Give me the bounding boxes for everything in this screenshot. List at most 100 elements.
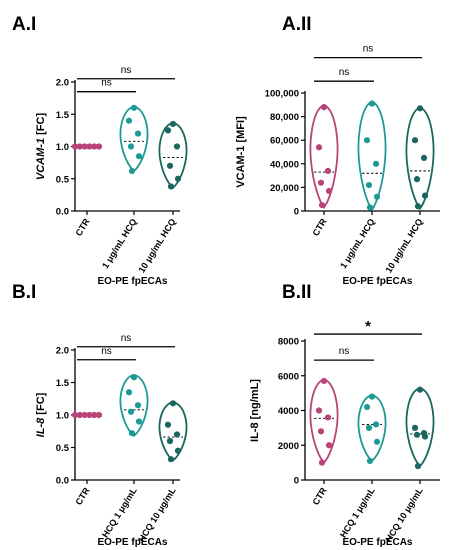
- data-point: [373, 438, 381, 445]
- series-2: [119, 373, 149, 437]
- data-point: [125, 389, 133, 396]
- x-tick-label: 1 μg/mL HCQ: [100, 217, 139, 271]
- data-point: [134, 130, 142, 137]
- y-tick-label: 1.0: [56, 411, 69, 422]
- x-axis-label: EO-PE fpECAs: [97, 537, 167, 548]
- y-tick-label: 60,000: [270, 136, 299, 147]
- significance-label: ns: [363, 44, 374, 55]
- violin-outline: [357, 100, 387, 212]
- y-tick-label: 80,000: [270, 112, 299, 123]
- data-point: [130, 104, 138, 111]
- data-point: [421, 192, 429, 199]
- data-point: [166, 437, 174, 445]
- x-tick-label: 10 μg/mL HCQ: [136, 217, 177, 275]
- data-point: [416, 386, 424, 393]
- data-point: [368, 100, 376, 107]
- data-point: [95, 143, 103, 150]
- y-tick-label: 20,000: [270, 183, 299, 194]
- x-tick-label: HCQ 1 μg/mL: [100, 485, 139, 539]
- data-point: [315, 407, 323, 414]
- y-tick-label: 40,000: [270, 159, 299, 170]
- y-axis-label: IL-8 [FC]: [35, 392, 47, 437]
- data-point: [81, 411, 88, 419]
- data-point: [365, 424, 373, 431]
- data-point: [128, 167, 136, 175]
- panel-2: A.II 0 20,000 40,000 60,000 80,000 100,000 VCAM…: [235, 14, 440, 287]
- data-point: [135, 418, 143, 425]
- data-point: [411, 424, 419, 431]
- data-point: [317, 179, 325, 186]
- y-tick-label: 1.0: [56, 142, 69, 153]
- y-tick-label: 0.5: [56, 174, 70, 185]
- panel-label: A.II: [282, 14, 312, 35]
- series-3: [158, 400, 188, 463]
- data-point: [166, 162, 174, 169]
- data-point: [318, 459, 326, 466]
- x-axis-label: EO-PE fpECAs: [342, 537, 412, 548]
- data-point: [363, 403, 371, 411]
- data-point: [325, 187, 333, 195]
- panel-1: A.I 0.0 0.5 1.0 1.5 2.0 VCAM-1 [FC] CTR 1 μg/mL …: [12, 14, 188, 287]
- y-axis-label: VCAM-1 [FC]: [35, 113, 47, 181]
- panel-4: B.II 0 2000 4000 6000 8000 IL-8 [ng/mL] CTR HCQ …: [249, 282, 440, 548]
- data-point: [169, 400, 177, 407]
- x-tick-label: HCQ 10 μg/mL: [383, 485, 425, 543]
- y-axis-label: VCAM-1 [MFI]: [235, 116, 247, 188]
- violin-outline: [119, 373, 149, 437]
- data-point: [130, 374, 138, 381]
- series-3: [405, 386, 435, 470]
- violin-outline: [405, 386, 435, 468]
- series-3: [405, 105, 435, 211]
- data-point: [320, 377, 328, 385]
- y-axis-label: IL-8 [ng/mL]: [249, 379, 261, 442]
- y-tick-label: 0: [294, 476, 299, 487]
- data-point: [315, 144, 323, 151]
- x-tick-label: 10 μg/mL HCQ: [383, 217, 424, 275]
- violin-outline: [158, 401, 188, 462]
- y-tick-label: 2000: [278, 441, 299, 452]
- data-point: [366, 457, 374, 464]
- significance-label: ns: [101, 346, 112, 357]
- series-1: [309, 103, 339, 209]
- panel-label: B.I: [12, 282, 36, 303]
- data-point: [317, 428, 325, 435]
- significance-label: *: [365, 318, 371, 335]
- series-3: [158, 120, 188, 190]
- y-tick-label: 100,000: [265, 89, 299, 100]
- x-tick-label: CTR: [310, 485, 329, 506]
- data-point: [76, 411, 83, 419]
- data-point: [76, 143, 83, 150]
- data-point: [414, 463, 422, 470]
- data-point: [420, 154, 428, 161]
- data-point: [413, 176, 421, 183]
- violin-outline: [309, 378, 339, 464]
- y-tick-label: 2.0: [56, 346, 69, 357]
- data-point: [86, 143, 93, 150]
- data-point: [134, 402, 142, 409]
- data-point: [167, 456, 175, 463]
- data-point: [365, 181, 373, 189]
- panel-3: B.I 0.0 0.5 1.0 1.5 2.0 IL-8 [FC] CTR HCQ 1 μg/m…: [12, 282, 188, 548]
- violin-outline: [309, 103, 339, 209]
- y-tick-label: 0.0: [56, 207, 69, 218]
- data-point: [366, 204, 374, 211]
- data-point: [125, 117, 133, 124]
- y-tick-label: 8000: [278, 337, 299, 348]
- data-point: [128, 430, 136, 437]
- significance-label: ns: [101, 78, 112, 89]
- data-point: [325, 442, 333, 449]
- y-tick-label: 2.0: [56, 78, 69, 89]
- data-point: [71, 411, 79, 419]
- series-2: [357, 100, 387, 212]
- data-point: [413, 431, 421, 438]
- data-point: [164, 421, 172, 428]
- data-point: [368, 393, 376, 400]
- x-tick-label: CTR: [73, 485, 92, 506]
- data-point: [167, 183, 175, 190]
- data-point: [81, 143, 88, 150]
- y-tick-label: 1.5: [56, 378, 70, 389]
- x-axis-label: EO-PE fpECAs: [97, 276, 167, 287]
- y-tick-label: 6000: [278, 371, 299, 382]
- y-tick-label: 0: [294, 207, 299, 218]
